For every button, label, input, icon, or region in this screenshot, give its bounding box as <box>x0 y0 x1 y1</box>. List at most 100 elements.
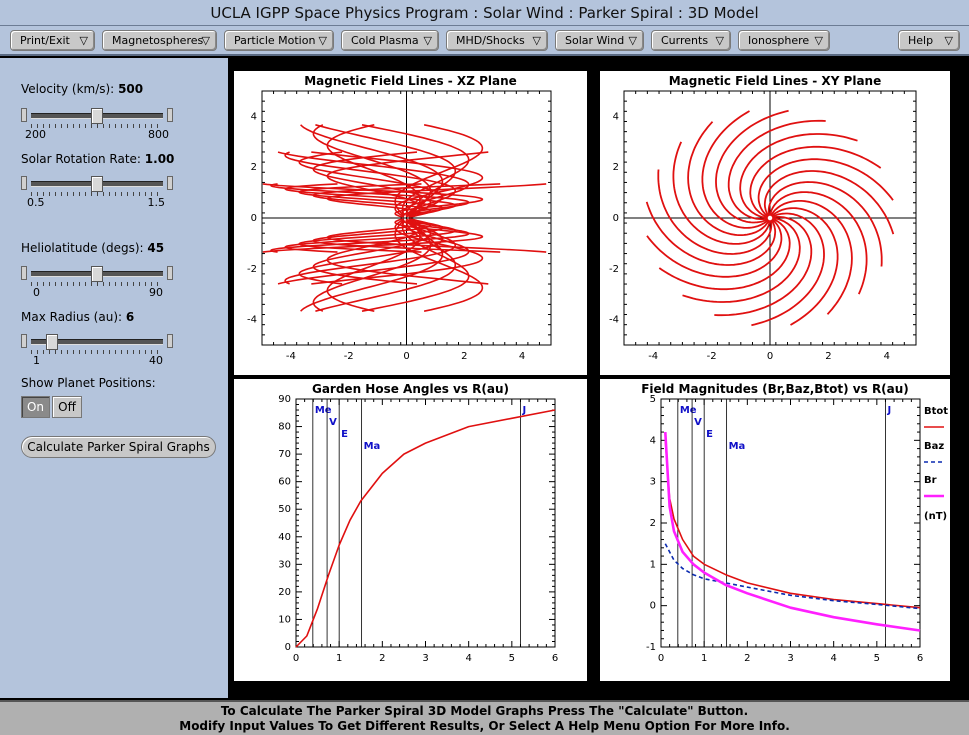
y-tick-label: 60 <box>278 477 291 488</box>
menu-solar-wind[interactable]: Solar Wind ▽ <box>555 30 644 51</box>
rotation-slider[interactable]: 0.5 1.5 <box>21 176 173 210</box>
menu-mhd-shocks[interactable]: MHD/Shocks ▽ <box>446 30 548 51</box>
slider-ticks <box>31 350 163 354</box>
x-tick-label: 4 <box>519 351 525 362</box>
planet-label: J <box>886 405 891 416</box>
plot-frame <box>295 398 556 648</box>
menu-currents[interactable]: Currents ▽ <box>651 30 731 51</box>
chart-title: Magnetic Field Lines - XY Plane <box>669 74 882 88</box>
planets-on-button[interactable]: On <box>21 396 50 418</box>
x-tick-label: -4 <box>648 351 658 362</box>
y-tick-label: 50 <box>278 504 291 515</box>
x-tick-label: 0 <box>767 351 773 362</box>
x-tick-label: 1 <box>701 653 707 664</box>
menu-ionosphere[interactable]: Ionosphere ▽ <box>738 30 830 51</box>
xy-spiral-line <box>727 119 826 221</box>
status-line-2: Modify Input Values To Get Different Res… <box>179 719 790 733</box>
y-tick-label: 4 <box>251 111 257 122</box>
xy-spiral-line <box>657 169 773 255</box>
x-tick-label: 6 <box>917 653 923 664</box>
xy-spiral-line <box>687 121 770 237</box>
legend-label: Br <box>924 475 937 486</box>
x-tick-label: 0 <box>293 653 299 664</box>
menu-cold-plasma[interactable]: Cold Plasma ▽ <box>341 30 439 51</box>
velocity-slider[interactable]: 200 800 <box>21 108 173 142</box>
xz-field-line <box>361 220 470 312</box>
xy-spiral-line <box>646 219 783 278</box>
max-radius-slider[interactable]: 1 40 <box>21 334 173 368</box>
dropdown-arrow-icon: ▽ <box>318 34 327 47</box>
xy-spiral-line <box>749 145 882 218</box>
dropdown-arrow-icon: ▽ <box>532 34 541 47</box>
xz-field-line <box>298 183 444 218</box>
slider-max-label: 90 <box>149 286 163 299</box>
slider-track <box>31 339 163 345</box>
xy-spiral-line <box>682 217 801 303</box>
menu-help[interactable]: Help ▽ <box>898 30 960 51</box>
slider-min-label: 1 <box>33 354 40 367</box>
heliolatitude-slider[interactable]: 0 90 <box>21 266 173 300</box>
y-tick-label: 0 <box>650 601 656 612</box>
velocity-label: Velocity (km/s): 500 <box>21 82 144 96</box>
menu-print-exit[interactable]: Print/Exit ▽ <box>10 30 95 51</box>
dropdown-arrow-icon: ▽ <box>814 34 823 47</box>
slider-thumb[interactable] <box>91 176 103 192</box>
y-tick-label: -1 <box>646 642 656 653</box>
x-tick-label: -4 <box>286 351 296 362</box>
series-btot-line <box>664 440 921 609</box>
heliolatitude-value: 45 <box>147 241 165 255</box>
y-tick-label: 10 <box>278 614 291 625</box>
x-tick-label: 2 <box>744 653 750 664</box>
slider-thumb[interactable] <box>91 266 103 282</box>
planet-label: J <box>521 405 526 416</box>
y-tick-label: 1 <box>650 559 656 570</box>
chart-title: Garden Hose Angles vs R(au) <box>312 382 509 396</box>
y-tick-label: 2 <box>613 162 619 173</box>
y-tick-label: 5 <box>650 394 656 405</box>
x-tick-label: 3 <box>787 653 793 664</box>
y-tick-label: 0 <box>613 213 619 224</box>
y-tick-label: 2 <box>650 518 656 529</box>
x-tick-label: 2 <box>461 351 467 362</box>
legend-label: Btot <box>924 406 948 417</box>
y-tick-label: 4 <box>650 435 656 446</box>
legend-units: (nT) <box>924 511 947 522</box>
xz-field-line <box>311 219 484 285</box>
x-tick-label: 2 <box>825 351 831 362</box>
calculate-button[interactable]: Calculate Parker Spiral Graphs <box>21 436 216 458</box>
planets-off-button[interactable]: Off <box>52 396 82 418</box>
slider-thumb[interactable] <box>91 108 103 124</box>
menu-particle-motion[interactable]: Particle Motion ▽ <box>224 30 334 51</box>
dropdown-arrow-icon: ▽ <box>423 34 432 47</box>
xy-spiral-line <box>763 170 895 235</box>
x-tick-label: 0 <box>403 351 409 362</box>
x-tick-label: 2 <box>379 653 385 664</box>
planet-label: Me <box>315 405 332 416</box>
slider-thumb[interactable] <box>46 334 59 350</box>
slider-ticks <box>31 282 163 286</box>
y-tick-label: 30 <box>278 559 291 570</box>
y-tick-label: 20 <box>278 587 291 598</box>
y-tick-label: 90 <box>278 394 291 405</box>
xz-field-line <box>298 218 444 253</box>
slider-min-label: 0.5 <box>27 196 45 209</box>
status-bar: To Calculate The Parker Spiral 3D Model … <box>0 700 969 735</box>
y-tick-label: -2 <box>247 264 257 275</box>
plot-frame <box>660 398 921 648</box>
slider-min-stop <box>21 266 27 280</box>
xz-field-line <box>315 124 457 216</box>
series-br-line <box>664 432 921 632</box>
y-tick-label: 0 <box>285 642 291 653</box>
slider-min-label: 200 <box>25 128 46 141</box>
xz-field-line <box>394 124 484 216</box>
xy-spiral-line <box>658 218 791 291</box>
menu-magnetospheres[interactable]: Magnetospheres ▽ <box>102 30 217 51</box>
slider-max-label: 40 <box>149 354 163 367</box>
slider-max-stop <box>167 266 173 280</box>
slider-ticks <box>31 124 163 128</box>
xz-field-line <box>300 124 444 216</box>
planet-label: V <box>329 417 337 428</box>
slider-min-label: 0 <box>33 286 40 299</box>
sun-marker <box>766 214 774 222</box>
y-tick-label: 70 <box>278 449 291 460</box>
